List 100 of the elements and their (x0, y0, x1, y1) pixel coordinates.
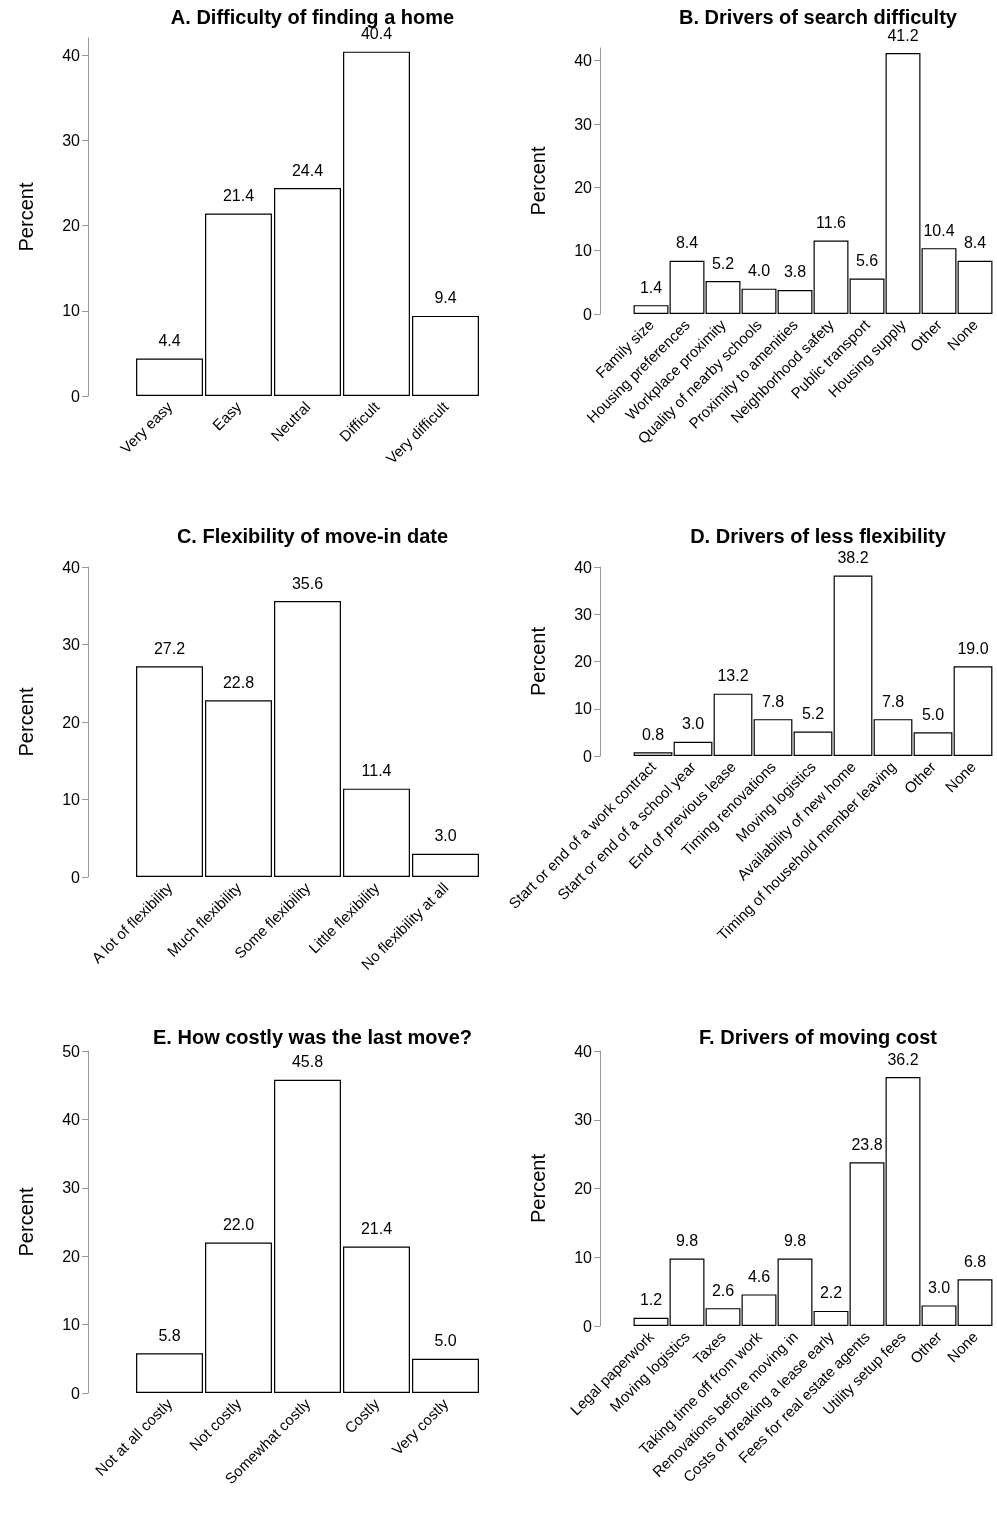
y-tick-label: 0 (583, 747, 593, 765)
bar (274, 601, 341, 877)
y-tick-label: 40 (574, 1042, 593, 1060)
y-axis-title: Percent (527, 1153, 549, 1223)
data-label: 23.8 (851, 1135, 883, 1153)
y-tick-label: 30 (62, 131, 81, 149)
y-axis-title: Percent (15, 182, 37, 252)
y-tick-label: 30 (62, 636, 81, 653)
bar (136, 1353, 203, 1393)
data-label: 9.4 (434, 289, 457, 307)
chart-title: C. Flexibility of move-in date (176, 525, 449, 547)
bar (833, 575, 873, 756)
data-label: 5.0 (921, 705, 945, 723)
data-label: 5.6 (855, 252, 879, 270)
data-label: 5.2 (801, 704, 825, 722)
data-label: 21.4 (222, 187, 255, 205)
data-label: 3.0 (927, 1278, 951, 1296)
bar (953, 666, 993, 756)
y-tick-label: 20 (62, 217, 81, 235)
data-label: 21.4 (360, 1220, 393, 1238)
data-label: 36.2 (887, 1050, 919, 1068)
y-tick-label: 0 (71, 868, 81, 886)
data-label: 3.0 (434, 827, 457, 845)
bar (412, 1358, 479, 1393)
data-label: 19.0 (957, 639, 989, 657)
data-label: 10.4 (923, 221, 955, 239)
data-label: 6.8 (963, 1252, 987, 1270)
y-axis-title: Percent (15, 687, 37, 757)
y-axis-title: Percent (15, 1187, 37, 1257)
bar (343, 1246, 410, 1393)
y-tick-label: 10 (574, 242, 593, 260)
bar (136, 666, 203, 877)
data-label: 8.4 (675, 234, 699, 252)
y-tick-label: 20 (62, 713, 81, 731)
data-label: 11.4 (361, 762, 392, 780)
y-tick-label: 30 (62, 1179, 81, 1197)
data-label: 3.0 (681, 715, 705, 733)
bar (793, 731, 833, 756)
y-tick-label: 20 (574, 178, 593, 196)
y-tick-label: 40 (574, 52, 593, 70)
bar (873, 719, 913, 756)
y-tick-label: 40 (62, 46, 81, 64)
data-label: 9.8 (783, 1232, 807, 1250)
data-label: 5.8 (158, 1326, 181, 1344)
bar (343, 51, 410, 396)
data-label: 0.8 (641, 725, 665, 743)
bar (136, 358, 203, 396)
data-label: 4.6 (747, 1267, 771, 1285)
y-tick-label: 0 (71, 387, 81, 405)
data-label: 35.6 (291, 574, 324, 592)
chart-title: E. How costly was the last move? (153, 1026, 472, 1048)
y-tick-label: 30 (574, 1111, 593, 1129)
data-label: 11.6 (816, 214, 847, 232)
chart-title: F. Drivers of moving cost (699, 1026, 938, 1048)
y-tick-label: 0 (583, 305, 593, 323)
data-label: 2.2 (819, 1284, 843, 1302)
y-tick-label: 20 (574, 1180, 593, 1197)
y-tick-label: 10 (62, 302, 81, 320)
bar (274, 188, 341, 396)
bar (633, 752, 673, 756)
data-label: 2.6 (711, 1281, 735, 1299)
y-tick-label: 10 (574, 1248, 593, 1266)
bar (274, 1079, 341, 1393)
y-tick-label: 0 (71, 1384, 81, 1402)
chart-title: A. Difficulty of finding a home (170, 6, 455, 28)
y-axis-title: Percent (527, 626, 549, 696)
data-label: 5.0 (434, 1332, 457, 1350)
y-tick-label: 20 (574, 653, 593, 670)
data-label: 9.8 (675, 1232, 699, 1250)
data-label: 7.8 (761, 692, 785, 710)
bar (673, 741, 713, 756)
data-label: 1.4 (639, 278, 663, 296)
data-label: 7.8 (881, 692, 905, 710)
y-tick-label: 30 (574, 115, 593, 133)
y-tick-label: 10 (574, 700, 593, 718)
bar (753, 719, 793, 756)
y-tick-label: 20 (62, 1247, 81, 1265)
chart-title: B. Drivers of search difficulty (679, 6, 958, 28)
bar (412, 853, 479, 877)
data-label: 38.2 (837, 549, 869, 567)
y-tick-label: 40 (62, 558, 81, 576)
bar (913, 732, 953, 756)
data-label: 5.2 (711, 254, 735, 272)
y-tick-label: 10 (62, 791, 81, 808)
bar (412, 315, 479, 396)
data-label: 4.4 (158, 332, 181, 349)
data-label: 22.8 (222, 673, 255, 691)
y-tick-label: 30 (574, 605, 593, 623)
data-label: 13.2 (717, 667, 749, 685)
y-tick-label: 10 (62, 1316, 81, 1334)
y-tick-label: 40 (62, 1110, 81, 1128)
data-label: 22.0 (222, 1216, 255, 1234)
y-tick-label: 40 (574, 558, 593, 576)
chart-title: D. Drivers of less flexibility (690, 525, 947, 547)
data-label: 45.8 (291, 1053, 324, 1071)
data-label: 27.2 (153, 639, 186, 657)
bar (205, 1242, 272, 1393)
data-label: 8.4 (963, 234, 987, 252)
bar (205, 700, 272, 877)
data-label: 4.0 (747, 262, 771, 280)
